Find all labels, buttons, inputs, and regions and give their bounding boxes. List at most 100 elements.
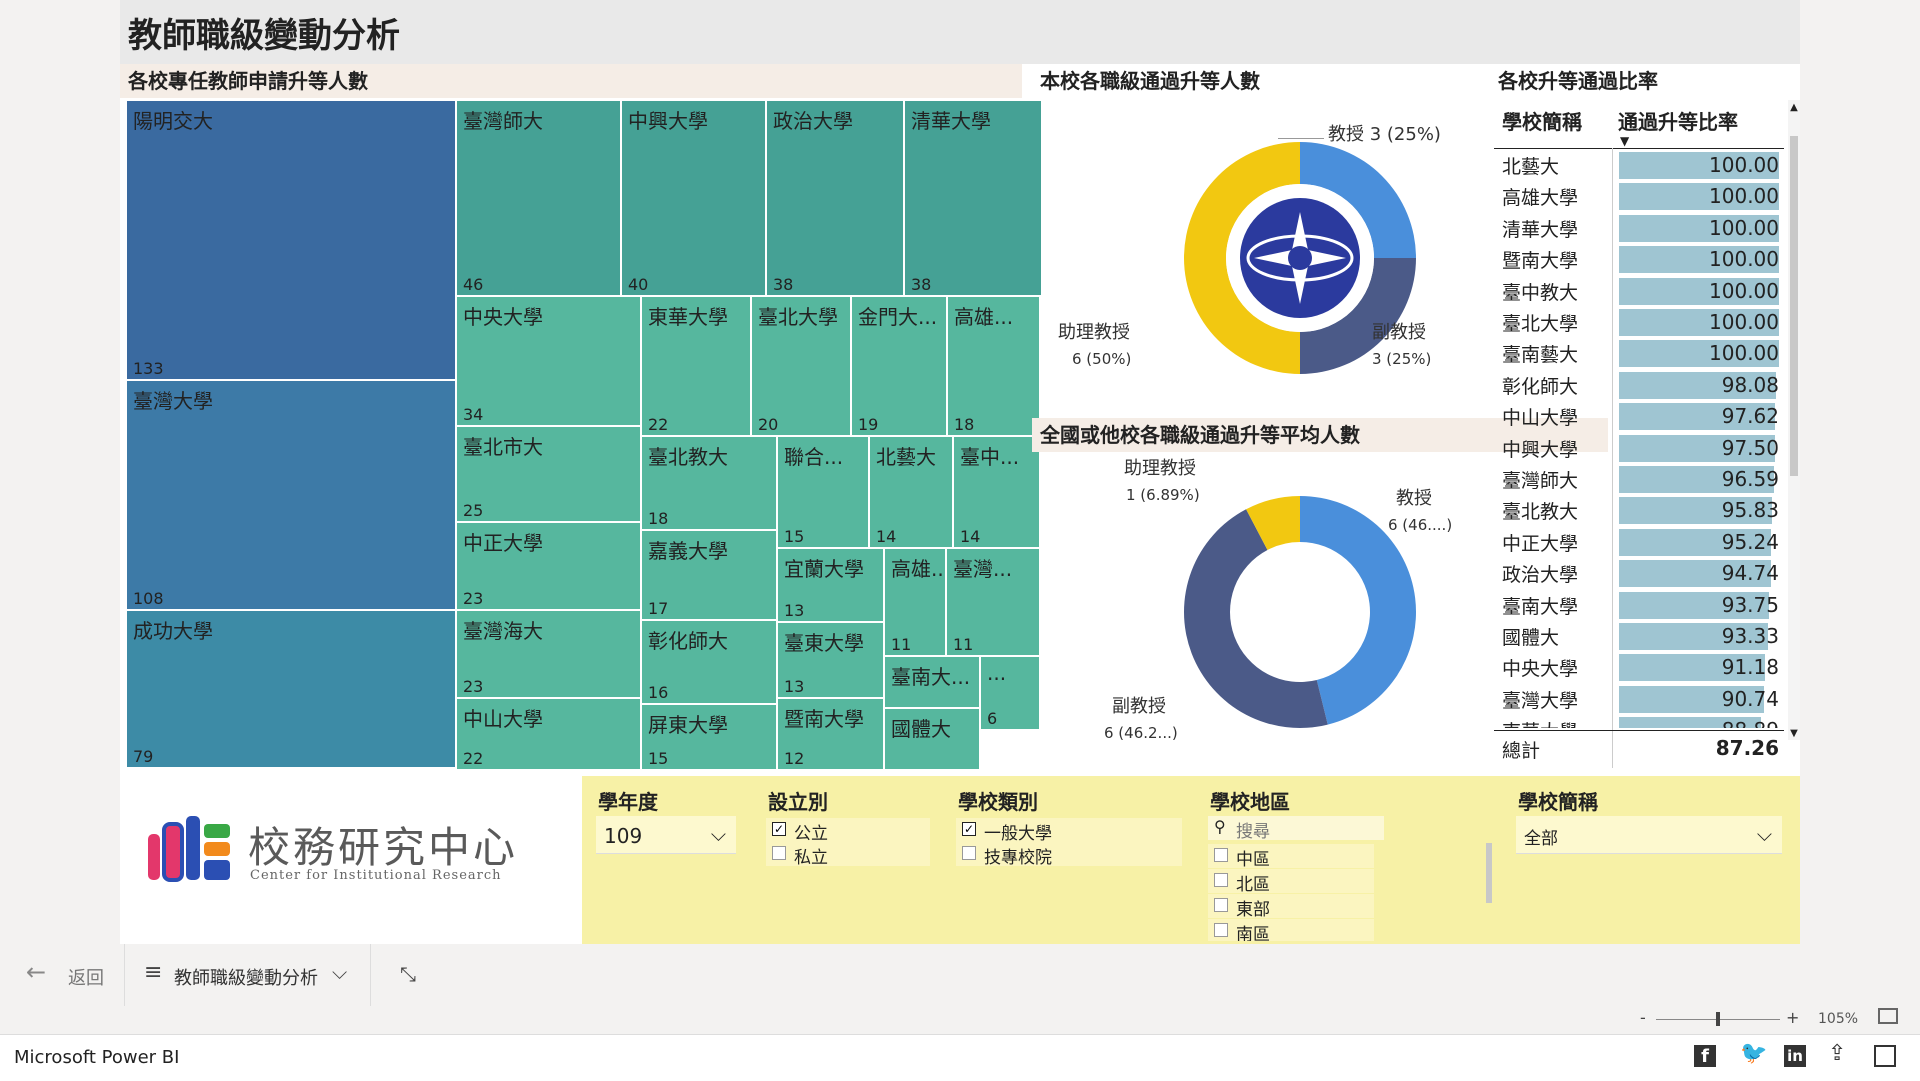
slicer-type-option-general[interactable]: ✓ 一般大學 — [956, 818, 1182, 844]
table-row[interactable]: 中正大學 95.24 — [1494, 527, 1784, 558]
zoom-out-icon[interactable]: - — [1640, 1008, 1646, 1027]
donut-slice[interactable] — [1300, 142, 1416, 258]
donut-slice[interactable] — [1300, 496, 1416, 725]
treemap-chart[interactable]: 陽明交大 133 臺灣大學 108 成功大學 79 臺灣師大 46 中興大學 40 政治大學 38 清華… — [126, 100, 1042, 770]
facebook-icon[interactable]: f — [1694, 1045, 1716, 1067]
rate-table[interactable]: 學校簡稱 通過升等比率 ▼ 北藝大 100.00 高雄大學 100.00 清華大學 100… — [1494, 100, 1800, 770]
treemap-cell[interactable]: ... 6 — [980, 656, 1040, 730]
rate-table-scroll-thumb[interactable] — [1790, 136, 1798, 476]
checkbox-icon[interactable] — [962, 846, 976, 860]
treemap-cell[interactable]: 中山大學 22 — [456, 698, 641, 770]
table-row[interactable]: 中山大學 97.62 — [1494, 401, 1784, 432]
treemap-cell[interactable]: 嘉義大學 17 — [641, 530, 777, 620]
treemap-cell[interactable]: 聯合... 15 — [777, 436, 869, 548]
table-row[interactable]: 國體大 93.33 — [1494, 621, 1784, 652]
slicer-region-option-east[interactable]: 東部 — [1208, 894, 1374, 920]
table-row[interactable]: 暨南大學 100.00 — [1494, 244, 1784, 275]
table-row[interactable]: 彰化師大 98.08 — [1494, 370, 1784, 401]
table-row[interactable]: 臺北教大 95.83 — [1494, 495, 1784, 526]
treemap-cell[interactable]: 臺東大學 13 — [777, 622, 884, 698]
linkedin-icon[interactable]: in — [1784, 1045, 1806, 1067]
slicer-type-option-tech[interactable]: 技專校院 — [956, 842, 1182, 868]
treemap-cell[interactable]: 陽明交大 133 — [126, 100, 456, 380]
page-navigator[interactable]: ≡ 教師職級變動分析 ⌵ — [126, 944, 371, 1006]
treemap-cell[interactable]: 中正大學 23 — [456, 522, 641, 610]
table-row[interactable]: 臺南藝大 100.00 — [1494, 338, 1784, 369]
table-row[interactable]: 臺中教大 100.00 — [1494, 276, 1784, 307]
treemap-cell[interactable]: 臺灣海大 23 — [456, 610, 641, 698]
treemap-cell[interactable]: 臺北教大 18 — [641, 436, 777, 530]
treemap-cell[interactable]: 高雄... 18 — [947, 296, 1040, 436]
table-row[interactable]: 臺灣大學 90.74 — [1494, 684, 1784, 715]
treemap-cell[interactable]: 臺北大學 20 — [751, 296, 851, 436]
table-row[interactable]: 政治大學 94.74 — [1494, 558, 1784, 589]
donut-slice[interactable] — [1184, 142, 1300, 374]
collapse-icon[interactable]: ⤡ — [400, 962, 416, 986]
treemap-cell[interactable]: 金門大... 19 — [851, 296, 947, 436]
treemap-cell[interactable]: 成功大學 79 — [126, 610, 456, 768]
treemap-cell[interactable]: 臺北市大 25 — [456, 426, 641, 522]
slicer-school-dropdown[interactable]: 全部 ⌵ — [1516, 816, 1782, 854]
checkbox-icon[interactable] — [772, 846, 786, 860]
treemap-cell[interactable]: 臺灣... 11 — [946, 548, 1040, 656]
slicer-founding-option-public[interactable]: ✓ 公立 — [766, 818, 930, 844]
treemap-cell[interactable]: 國體大 — [884, 708, 980, 770]
treemap-cell[interactable]: 高雄... 11 — [884, 548, 946, 656]
donut-slice[interactable] — [1184, 509, 1328, 728]
table-row[interactable]: 臺南大學 93.75 — [1494, 590, 1784, 621]
slicer-region-option-north[interactable]: 北區 — [1208, 869, 1374, 895]
treemap-cell[interactable]: 臺中... 14 — [953, 436, 1040, 548]
treemap-cell[interactable]: 宜蘭大學 13 — [777, 548, 884, 622]
table-row[interactable]: 中央大學 91.18 — [1494, 652, 1784, 683]
slicer-region-option-south[interactable]: 南區 — [1208, 919, 1374, 941]
scroll-up-icon[interactable]: ▲ — [1790, 102, 1798, 113]
donut2-chart[interactable]: 助理教授 1 (6.89%) 教授 6 (46....) 副教授 6 (46.2… — [1032, 454, 1608, 770]
slicer-region-scrollbar[interactable] — [1486, 843, 1492, 903]
treemap-cell[interactable]: 臺灣大學 108 — [126, 380, 456, 610]
treemap-cell[interactable]: 彰化師大 16 — [641, 620, 777, 704]
table-row[interactable]: 清華大學 100.00 — [1494, 213, 1784, 244]
twitter-icon[interactable]: 🐦 — [1740, 1041, 1768, 1066]
table-row[interactable]: 臺北大學 100.00 — [1494, 307, 1784, 338]
treemap-cell[interactable]: 中興大學 40 — [621, 100, 766, 296]
slicer-year-dropdown[interactable]: 109 ⌵ — [596, 816, 736, 854]
treemap-cell[interactable]: 政治大學 38 — [766, 100, 904, 296]
treemap-cell[interactable]: 屏東大學 15 — [641, 704, 777, 770]
zoom-slider-thumb[interactable] — [1716, 1012, 1720, 1026]
treemap-cell[interactable]: 東華大學 22 — [641, 296, 751, 436]
donut-slice[interactable] — [1300, 258, 1416, 374]
donut-slice[interactable] — [1246, 496, 1300, 551]
share-icon[interactable]: ⇪ — [1828, 1041, 1847, 1066]
zoom-in-icon[interactable]: + — [1786, 1008, 1800, 1027]
brand-label[interactable]: Microsoft Power BI — [14, 1047, 180, 1068]
checkbox-checked-icon[interactable]: ✓ — [962, 822, 976, 836]
table-row[interactable]: 中興大學 97.50 — [1494, 433, 1784, 464]
donut1-chart[interactable]: 教授 3 (25%) 副教授 3 (25%) 助理教授 6 (50%) — [1032, 100, 1608, 410]
slicer-region-option-central[interactable]: 中區 — [1208, 844, 1374, 870]
table-row[interactable]: 臺灣師大 96.59 — [1494, 464, 1784, 495]
rate-table-scrollbar[interactable]: ▲ ▼ — [1788, 100, 1800, 740]
table-row[interactable]: 高雄大學 100.00 — [1494, 181, 1784, 212]
table-row[interactable]: 東華大學 88.89 — [1494, 715, 1784, 728]
rate-table-col-school[interactable]: 學校簡稱 — [1502, 110, 1582, 134]
treemap-cell[interactable]: 臺灣師大 46 — [456, 100, 621, 296]
treemap-cell[interactable]: 清華大學 38 — [904, 100, 1042, 296]
back-button[interactable]: ← 返回 — [0, 944, 125, 1006]
brand-bar: Microsoft Power BI f 🐦 in ⇪ — [0, 1034, 1920, 1081]
checkbox-icon[interactable] — [1214, 898, 1228, 912]
fit-to-page-icon[interactable] — [1878, 1008, 1898, 1024]
treemap-cell[interactable]: 中央大學 34 — [456, 296, 641, 426]
slicer-region-search[interactable]: ⚲ 搜尋 — [1208, 816, 1384, 842]
checkbox-checked-icon[interactable]: ✓ — [772, 822, 786, 836]
slicer-founding-option-private[interactable]: 私立 — [766, 842, 930, 868]
fullscreen-icon[interactable] — [1874, 1045, 1896, 1067]
rate-table-col-rate[interactable]: 通過升等比率 — [1618, 110, 1738, 134]
scroll-down-icon[interactable]: ▼ — [1790, 728, 1798, 739]
checkbox-icon[interactable] — [1214, 848, 1228, 862]
treemap-cell[interactable]: 臺南大... — [884, 656, 980, 708]
checkbox-icon[interactable] — [1214, 923, 1228, 937]
treemap-cell[interactable]: 北藝大 14 — [869, 436, 953, 548]
table-row[interactable]: 北藝大 100.00 — [1494, 150, 1784, 181]
treemap-cell[interactable]: 暨南大學 12 — [777, 698, 884, 770]
checkbox-icon[interactable] — [1214, 873, 1228, 887]
